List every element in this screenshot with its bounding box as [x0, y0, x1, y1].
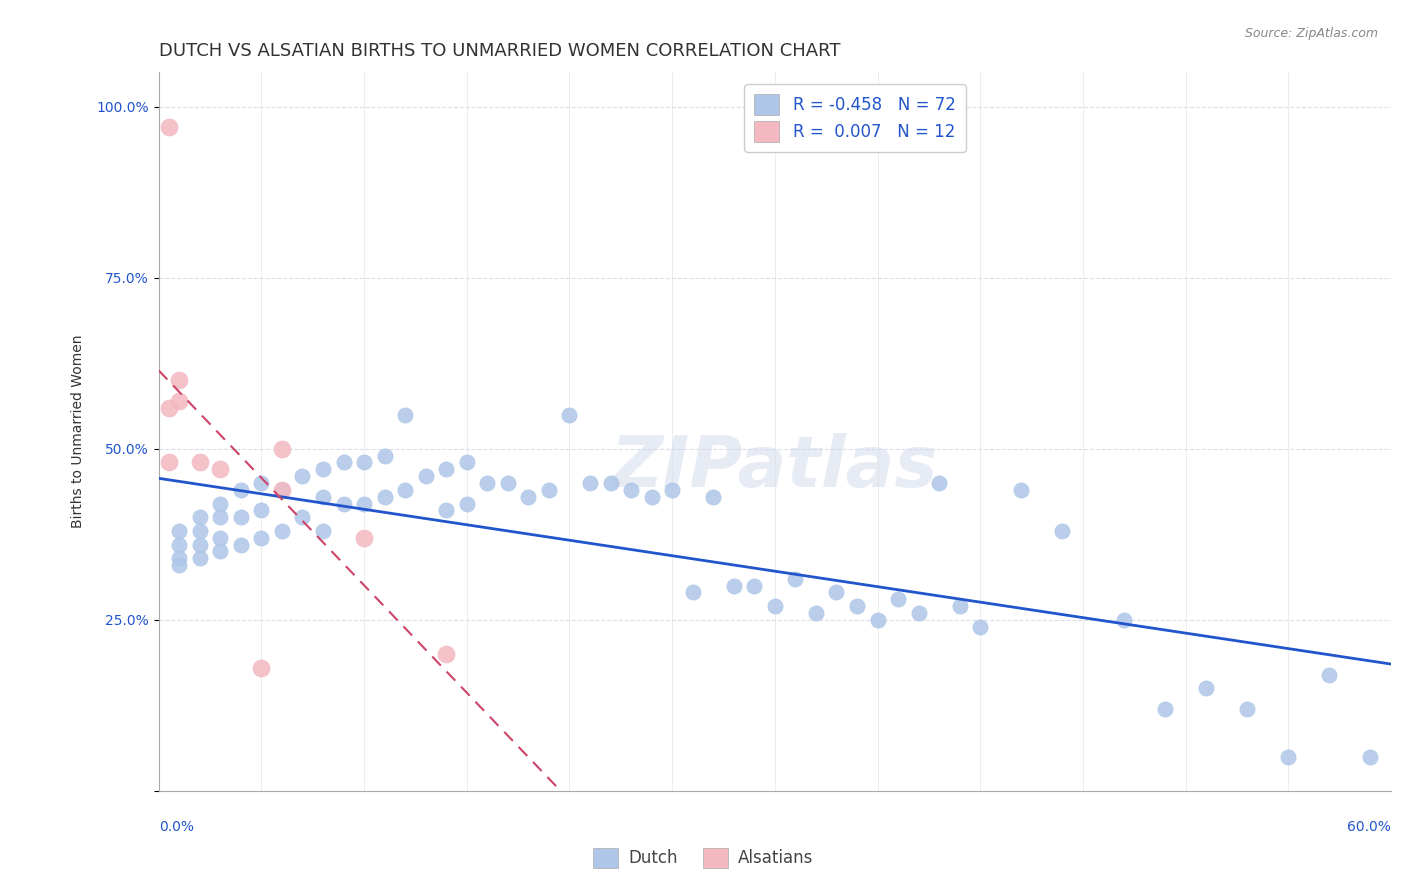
- Point: [742, 579, 765, 593]
- Text: 60.0%: 60.0%: [1347, 820, 1391, 834]
- Text: 0.0%: 0.0%: [159, 820, 194, 834]
- Point: [229, 483, 252, 497]
- Point: [949, 599, 972, 614]
- Point: [167, 524, 190, 538]
- Point: [291, 469, 314, 483]
- Point: [1010, 483, 1032, 497]
- Point: [188, 524, 211, 538]
- Point: [209, 544, 232, 558]
- Point: [969, 620, 991, 634]
- Point: [209, 496, 232, 510]
- Text: ZIPatlas: ZIPatlas: [612, 434, 939, 502]
- Point: [209, 462, 232, 476]
- Point: [1277, 749, 1299, 764]
- Point: [353, 531, 375, 545]
- Point: [496, 475, 519, 490]
- Point: [188, 551, 211, 566]
- Point: [1360, 749, 1382, 764]
- Point: [1052, 524, 1074, 538]
- Legend: Dutch, Alsatians: Dutch, Alsatians: [586, 841, 820, 875]
- Point: [1112, 613, 1135, 627]
- Point: [804, 606, 827, 620]
- Point: [394, 408, 416, 422]
- Point: [250, 503, 273, 517]
- Point: [312, 490, 335, 504]
- Point: [353, 455, 375, 469]
- Point: [188, 455, 211, 469]
- Point: [271, 442, 294, 456]
- Point: [456, 455, 478, 469]
- Point: [291, 510, 314, 524]
- Point: [312, 462, 335, 476]
- Point: [312, 524, 335, 538]
- Point: [167, 551, 190, 566]
- Point: [785, 572, 807, 586]
- Point: [394, 483, 416, 497]
- Point: [271, 483, 294, 497]
- Point: [353, 496, 375, 510]
- Point: [167, 558, 190, 573]
- Point: [579, 475, 602, 490]
- Point: [1195, 681, 1218, 696]
- Point: [620, 483, 643, 497]
- Point: [723, 579, 745, 593]
- Point: [434, 647, 457, 661]
- Point: [1236, 702, 1258, 716]
- Point: [167, 393, 190, 408]
- Text: Source: ZipAtlas.com: Source: ZipAtlas.com: [1244, 27, 1378, 40]
- Point: [250, 475, 273, 490]
- Point: [157, 401, 180, 415]
- Point: [434, 462, 457, 476]
- Point: [188, 538, 211, 552]
- Point: [1319, 667, 1341, 681]
- Point: [271, 524, 294, 538]
- Point: [157, 455, 180, 469]
- Point: [271, 483, 294, 497]
- Point: [250, 661, 273, 675]
- Point: [229, 510, 252, 524]
- Point: [866, 613, 889, 627]
- Point: [229, 538, 252, 552]
- Point: [456, 496, 478, 510]
- Point: [825, 585, 848, 599]
- Point: [209, 510, 232, 524]
- Point: [157, 120, 180, 135]
- Point: [332, 455, 354, 469]
- Text: DUTCH VS ALSATIAN BIRTHS TO UNMARRIED WOMEN CORRELATION CHART: DUTCH VS ALSATIAN BIRTHS TO UNMARRIED WO…: [159, 42, 841, 60]
- Point: [374, 449, 396, 463]
- Point: [167, 373, 190, 387]
- Point: [763, 599, 786, 614]
- Point: [415, 469, 437, 483]
- Point: [332, 496, 354, 510]
- Point: [1154, 702, 1177, 716]
- Point: [928, 475, 950, 490]
- Point: [640, 490, 662, 504]
- Point: [599, 475, 621, 490]
- Point: [558, 408, 581, 422]
- Point: [477, 475, 499, 490]
- Point: [188, 510, 211, 524]
- Point: [209, 531, 232, 545]
- Point: [537, 483, 560, 497]
- Point: [887, 592, 910, 607]
- Point: [846, 599, 869, 614]
- Point: [907, 606, 929, 620]
- Point: [682, 585, 704, 599]
- Point: [661, 483, 683, 497]
- Point: [702, 490, 724, 504]
- Legend: R = -0.458   N = 72, R =  0.007   N = 12: R = -0.458 N = 72, R = 0.007 N = 12: [744, 85, 966, 152]
- Y-axis label: Births to Unmarried Women: Births to Unmarried Women: [72, 334, 86, 528]
- Point: [250, 531, 273, 545]
- Point: [374, 490, 396, 504]
- Point: [517, 490, 540, 504]
- Point: [167, 538, 190, 552]
- Point: [434, 503, 457, 517]
